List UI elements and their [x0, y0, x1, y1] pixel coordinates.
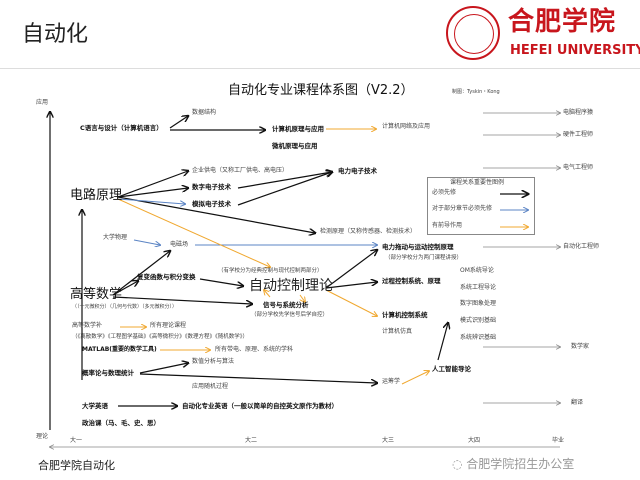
- arrow-blue: [133, 239, 160, 245]
- course-node: 模式识别基础: [460, 317, 497, 324]
- course-node: 计算机仿真: [382, 328, 413, 335]
- course-node: 大学英语: [82, 402, 108, 410]
- legend-arrows: [500, 188, 534, 234]
- course-node: 运筹学: [382, 378, 401, 385]
- arrow: [117, 196, 315, 233]
- course-node: 高等数学补: [72, 322, 103, 329]
- course-node: 计算机原理与应用: [272, 125, 324, 133]
- header-divider: [0, 68, 640, 69]
- course-node: 应用随机过程: [192, 383, 229, 390]
- watermark: ◌ 合肥学院招生办公室: [452, 457, 575, 472]
- course-node: 企业供电（又称工厂供电、高电压）: [192, 167, 289, 174]
- university-seal-logo: [446, 6, 500, 60]
- course-node: MATLAB(重要的数学工具): [82, 346, 157, 353]
- arrow: [325, 250, 377, 289]
- arrow: [169, 116, 188, 129]
- legend-box: 课程关系重要性图例 必须先修 对于部分章节必须先修 有前导作用: [427, 177, 535, 235]
- year-label: 大一: [70, 437, 83, 444]
- course-node: 数字电子技术: [192, 183, 231, 191]
- course-note: （（一元微积分）（几何与代数）（多元微积分））: [72, 304, 178, 310]
- course-node: 数据结构: [192, 109, 217, 116]
- year-label: 毕业: [552, 437, 565, 444]
- course-node: 过程控制系统、原理: [382, 277, 441, 285]
- career-node: 电脑程序猿: [563, 109, 594, 116]
- course-node: 自动化专业英语（一般以简单的自控英文原作为教材）: [182, 402, 338, 410]
- career-node: 自动化工程师: [563, 243, 600, 250]
- arrow-orange: [325, 289, 377, 316]
- course-node: 复变函数与积分变换: [137, 273, 196, 281]
- footer-text: 合肥学院自动化: [38, 459, 115, 472]
- legend-label: 必须先修: [432, 189, 457, 196]
- course-node: 计算机网络及应用: [382, 123, 431, 130]
- course-node-major: 自动控制理论: [249, 278, 333, 294]
- arrow: [237, 172, 332, 206]
- arrow: [237, 172, 332, 189]
- arrow: [112, 281, 138, 296]
- course-node: 大学物理: [103, 234, 128, 241]
- course-node: 人工智能导论: [432, 365, 471, 373]
- legend-label: 有前导作用: [432, 222, 463, 229]
- course-node: 电力电子技术: [338, 167, 377, 175]
- course-node: 微机原理与应用: [272, 142, 318, 150]
- career-node: 硬件工程师: [563, 131, 594, 138]
- university-logo-en: HEFEI UNIVERSITY: [510, 43, 640, 58]
- arrow-orange: [401, 371, 429, 385]
- wechat-icon: ◌: [452, 457, 467, 471]
- course-node: 系统工程导论: [460, 284, 497, 291]
- course-node: 信号与系统分析: [263, 301, 309, 309]
- course-node: 检测原理（又称传感器、检测技术）: [320, 228, 417, 235]
- axis-label-top: 应用: [36, 99, 49, 106]
- diagram-author: 制图：Tyskin・Kong: [452, 89, 500, 95]
- course-node: 所有理论课程: [150, 322, 187, 329]
- axis-label-bottom: 理论: [36, 433, 49, 440]
- arrow: [437, 323, 448, 361]
- course-node: 电力拖动与运动控制原理: [382, 243, 454, 251]
- course-node: 数字图象处理: [460, 300, 497, 307]
- year-label: 大二: [245, 437, 258, 444]
- course-note: （部分学校分为两门课程讲授）: [385, 255, 463, 261]
- course-node: C语言与设计（计算机语言）: [80, 124, 163, 132]
- arrow: [117, 188, 188, 198]
- course-node-major: 高等数学: [70, 287, 123, 302]
- arrow: [325, 282, 377, 289]
- course-node-major: 电路原理: [70, 188, 123, 203]
- arrow: [139, 363, 188, 374]
- course-node: 电磁场: [170, 241, 189, 248]
- course-node: OM系统导论: [460, 267, 494, 274]
- course-node: 所有带电、原理、系统的学科: [215, 346, 294, 353]
- legend-label: 对于部分章节必须先修: [432, 205, 493, 212]
- arrow-blue: [117, 198, 185, 204]
- university-logo-cn: 合肥学院: [508, 7, 617, 37]
- course-note: （《离散数学》《工程图学基础》《高等微积分》《数理方程》《随机数学》）: [72, 334, 249, 340]
- arrow: [139, 373, 377, 383]
- career-node: 数学家: [571, 343, 590, 350]
- arrow-orange: [117, 198, 270, 267]
- arrow: [117, 171, 188, 198]
- year-label: 大三: [382, 437, 395, 444]
- course-note: （有学校分为经典控制与现代控制两部分）: [218, 268, 323, 274]
- career-node: 翻译: [571, 399, 584, 406]
- legend-title: 课程关系重要性图例: [450, 179, 505, 186]
- arrow: [112, 251, 170, 296]
- diagram-title: 自动化专业课程体系图（V2.2）: [228, 83, 414, 98]
- watermark-text: 合肥学院招生办公室: [466, 457, 575, 471]
- arrow-orange: [299, 294, 305, 302]
- arrow: [112, 296, 252, 304]
- year-label: 大四: [468, 437, 481, 444]
- course-node: 模拟电子技术: [192, 200, 231, 208]
- arrow: [199, 278, 243, 286]
- page-title: 自动化: [22, 22, 89, 47]
- course-node: 政治课（马、毛、史、思）: [82, 419, 160, 427]
- course-node: 系统辨识基础: [460, 334, 497, 341]
- course-node: 数值分析与算法: [192, 358, 235, 365]
- course-node: 计算机控制系统: [382, 311, 428, 319]
- course-node: 概率论与数理统计: [82, 369, 134, 377]
- arrow-orange: [264, 290, 271, 298]
- course-note: （部分学校先学信号后学自控）: [251, 312, 329, 318]
- career-node: 电气工程师: [563, 164, 594, 171]
